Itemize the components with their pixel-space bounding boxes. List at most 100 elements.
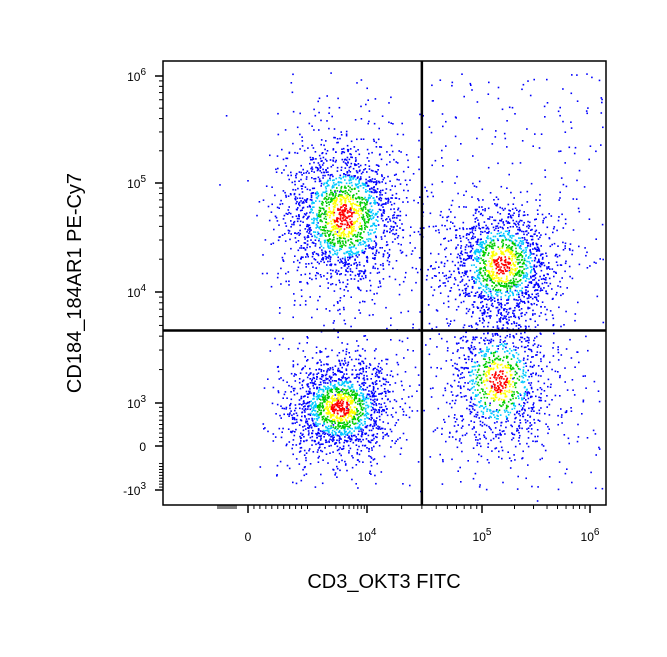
event-dot xyxy=(312,221,315,224)
event-dot xyxy=(399,249,402,252)
event-dot xyxy=(515,285,517,287)
event-dot xyxy=(489,365,491,367)
event-dot xyxy=(480,230,482,233)
event-dot xyxy=(329,389,331,391)
event-dot xyxy=(429,212,432,215)
event-dot xyxy=(391,241,394,243)
event-dot xyxy=(347,259,349,261)
event-dot xyxy=(307,263,310,265)
event-dot xyxy=(475,377,478,380)
event-dot xyxy=(311,125,313,127)
event-dot xyxy=(485,353,487,355)
event-dot xyxy=(395,161,398,163)
event-dot xyxy=(503,317,505,319)
event-dot xyxy=(499,213,502,215)
event-dot xyxy=(408,416,411,419)
event-dot xyxy=(473,295,476,297)
event-dot xyxy=(331,245,334,248)
event-dot xyxy=(357,244,360,246)
event-dot xyxy=(543,354,545,357)
event-dot xyxy=(305,428,307,430)
event-dot xyxy=(503,235,506,237)
event-dot xyxy=(329,433,331,436)
event-dot xyxy=(491,385,494,388)
event-dot xyxy=(366,338,368,341)
event-dot xyxy=(299,224,301,227)
event-dot xyxy=(536,346,539,348)
event-dot xyxy=(533,286,536,288)
event-dot xyxy=(559,376,561,379)
event-dot xyxy=(465,395,467,397)
event-dot xyxy=(337,367,340,370)
event-dot xyxy=(480,250,482,253)
event-dot xyxy=(311,202,313,205)
event-dot xyxy=(302,433,304,436)
event-dot xyxy=(521,230,523,233)
event-dot xyxy=(507,216,510,218)
event-dot xyxy=(373,254,376,256)
event-dot xyxy=(386,252,389,254)
event-dot xyxy=(358,425,360,428)
event-dot xyxy=(371,187,373,190)
event-dot xyxy=(349,268,352,270)
event-dot xyxy=(381,194,383,196)
event-dot xyxy=(296,421,298,423)
event-dot xyxy=(414,366,417,369)
event-dot xyxy=(500,424,502,427)
event-dot xyxy=(342,281,344,284)
event-dot xyxy=(530,281,533,283)
event-dot xyxy=(449,276,452,278)
event-dot xyxy=(375,380,378,382)
event-dot xyxy=(518,397,520,400)
event-dot xyxy=(546,308,548,311)
event-dot xyxy=(305,390,308,393)
event-dot xyxy=(363,407,365,409)
event-dot xyxy=(470,244,472,246)
event-dot xyxy=(520,341,523,343)
event-dot xyxy=(313,418,316,420)
event-dot xyxy=(344,357,346,360)
event-dot xyxy=(349,437,351,439)
event-dot xyxy=(345,368,348,370)
event-dot xyxy=(463,324,466,326)
event-dot xyxy=(343,432,346,435)
event-dot xyxy=(571,277,574,280)
event-dot xyxy=(523,405,525,407)
event-dot xyxy=(526,242,529,244)
event-dot xyxy=(355,254,357,257)
event-dot xyxy=(451,385,453,388)
event-dot xyxy=(551,314,554,316)
event-dot xyxy=(557,423,559,426)
event-dot xyxy=(537,365,540,367)
event-dot xyxy=(395,400,398,403)
event-dot xyxy=(529,265,532,268)
event-dot xyxy=(374,203,376,205)
event-dot xyxy=(541,282,544,285)
event-dot xyxy=(517,283,519,286)
event-dot xyxy=(435,229,437,232)
event-dot xyxy=(323,423,326,425)
event-dot xyxy=(318,387,321,390)
event-dot xyxy=(364,349,366,352)
event-dot xyxy=(305,266,307,268)
event-dot xyxy=(389,428,392,431)
event-dot xyxy=(595,238,597,240)
event-dot xyxy=(276,475,278,477)
event-dot xyxy=(406,337,409,339)
event-dot xyxy=(477,273,480,276)
event-dot xyxy=(528,339,530,341)
event-dot xyxy=(518,242,521,244)
event-dot xyxy=(440,243,442,246)
event-dot xyxy=(425,278,428,281)
event-dot xyxy=(336,231,339,233)
event-dot xyxy=(422,211,425,214)
event-dot xyxy=(497,437,500,439)
event-dot xyxy=(368,418,371,420)
event-dot xyxy=(481,322,484,324)
event-dot xyxy=(319,246,321,249)
event-dot xyxy=(310,412,312,415)
event-dot xyxy=(467,310,470,313)
event-dot xyxy=(566,468,568,470)
event-dot xyxy=(528,407,530,410)
event-dot xyxy=(473,382,476,385)
